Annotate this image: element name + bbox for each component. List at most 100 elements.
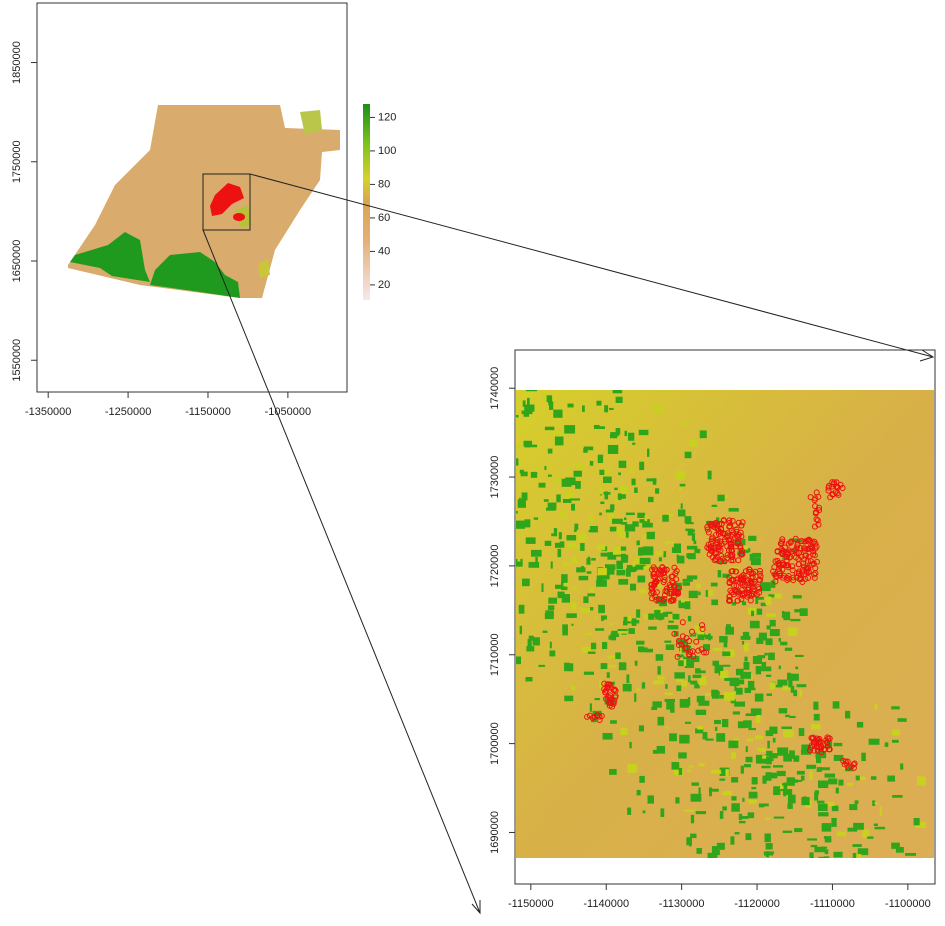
vegetation <box>531 550 542 557</box>
overview-raster <box>68 105 340 298</box>
vegetation <box>493 430 503 437</box>
vegetation <box>816 868 823 876</box>
vegetation <box>787 803 792 809</box>
vegetation <box>776 685 783 688</box>
vegetation <box>510 657 521 665</box>
vegetation <box>871 776 877 780</box>
vegetation <box>458 440 466 446</box>
vegetation <box>683 582 690 586</box>
vegetation <box>610 504 614 510</box>
vegetation <box>616 561 623 569</box>
vegetation <box>831 818 836 827</box>
vegetation <box>749 792 758 799</box>
vegetation <box>690 863 697 871</box>
vegetation <box>599 513 602 516</box>
vegetation <box>623 684 632 692</box>
vegetation <box>820 767 830 770</box>
vegetation <box>818 780 828 788</box>
vegetation <box>543 392 545 401</box>
vegetation <box>875 802 878 804</box>
vegetation <box>731 796 736 800</box>
vegetation <box>698 592 700 596</box>
vegetation <box>678 752 687 758</box>
vegetation <box>582 405 585 411</box>
vegetation <box>529 562 540 568</box>
x-tick-label: -1100000 <box>885 898 931 910</box>
vegetation <box>566 535 576 540</box>
vegetation <box>773 765 783 767</box>
vegetation <box>564 696 573 702</box>
vegetation <box>624 431 627 436</box>
vegetation <box>862 882 872 890</box>
vegetation <box>724 678 734 681</box>
vegetation <box>724 692 735 701</box>
vegetation <box>490 519 494 528</box>
vegetation <box>887 776 895 782</box>
vegetation <box>620 728 627 735</box>
vegetation <box>688 616 691 621</box>
vegetation <box>785 648 792 651</box>
vegetation <box>722 791 732 795</box>
vegetation <box>720 811 723 819</box>
vegetation <box>548 598 557 604</box>
vegetation <box>693 675 702 678</box>
vegetation <box>806 765 815 769</box>
vegetation <box>555 437 564 446</box>
vegetation <box>734 702 745 707</box>
vegetation <box>517 559 520 562</box>
vegetation <box>751 611 754 616</box>
vegetation <box>574 471 582 477</box>
vegetation <box>765 596 771 604</box>
vegetation <box>689 766 694 768</box>
vegetation <box>867 836 873 838</box>
vegetation <box>787 777 795 786</box>
vegetation <box>705 636 713 639</box>
vegetation <box>586 558 590 564</box>
vegetation <box>741 766 744 774</box>
vegetation <box>769 727 777 734</box>
vegetation <box>761 766 770 769</box>
vegetation <box>479 439 482 444</box>
vegetation <box>637 513 645 518</box>
vegetation <box>613 388 623 394</box>
vegetation <box>502 604 505 607</box>
vegetation <box>892 740 899 743</box>
vegetation <box>795 655 804 657</box>
vegetation <box>817 801 824 804</box>
vegetation <box>790 619 800 621</box>
vegetation <box>577 464 584 470</box>
vegetation <box>753 656 762 664</box>
vegetation <box>538 665 545 667</box>
vegetation <box>566 613 577 618</box>
vegetation <box>464 419 469 422</box>
vegetation <box>498 602 508 611</box>
vegetation <box>685 516 692 523</box>
vegetation <box>544 466 546 470</box>
vegetation <box>678 509 685 516</box>
vegetation <box>544 499 549 502</box>
colorbar-label: 100 <box>378 145 396 157</box>
vegetation <box>679 735 689 744</box>
vegetation <box>892 795 902 798</box>
vegetation <box>548 449 553 454</box>
vegetation <box>779 638 781 642</box>
vegetation <box>722 651 730 656</box>
vegetation <box>818 857 828 859</box>
vegetation <box>563 563 570 567</box>
vegetation <box>832 806 839 812</box>
vegetation <box>574 529 577 531</box>
vegetation <box>502 643 509 648</box>
vegetation <box>639 430 649 435</box>
vegetation <box>549 650 555 656</box>
vegetation <box>480 614 490 621</box>
vegetation <box>728 741 738 749</box>
vegetation <box>551 432 561 436</box>
vegetation <box>459 364 462 367</box>
vegetation <box>746 833 752 839</box>
vegetation <box>678 660 684 666</box>
vegetation <box>607 569 615 574</box>
vegetation <box>454 592 463 600</box>
vegetation <box>783 612 790 621</box>
vegetation <box>674 672 685 678</box>
vegetation <box>670 708 674 713</box>
